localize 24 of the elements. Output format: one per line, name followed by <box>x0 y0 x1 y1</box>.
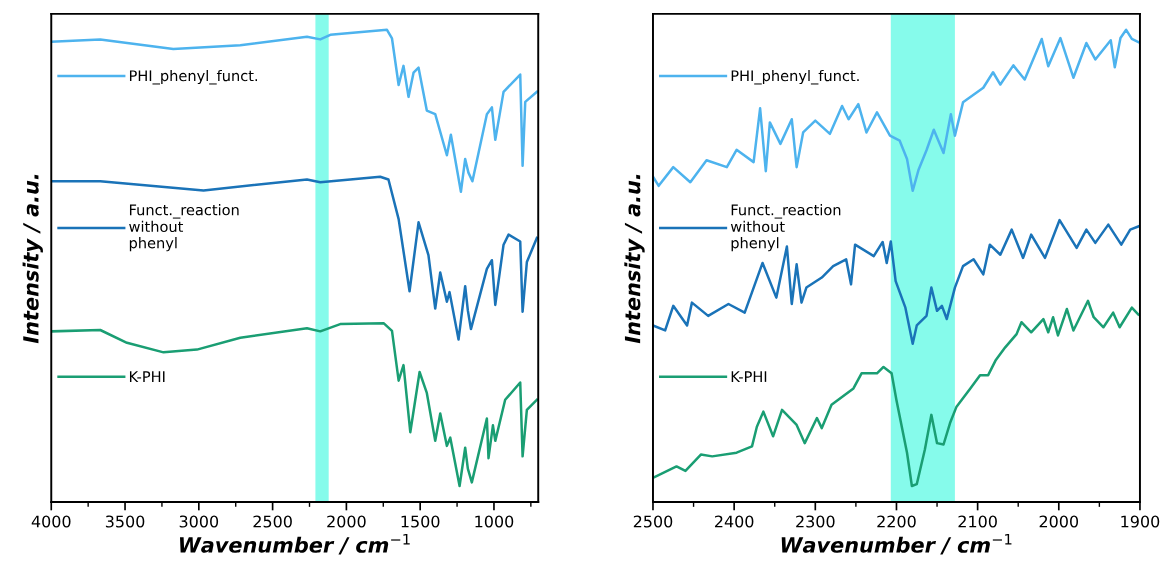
x-tick-label: 2000 <box>327 515 366 528</box>
x-tick-label: 1500 <box>401 515 440 528</box>
y-axis-title: Intensity / a.u. <box>624 174 645 344</box>
x-tick-label: 1000 <box>475 515 514 528</box>
x-tick-label: 2100 <box>958 515 997 528</box>
x-tick-label: 2500 <box>633 515 673 528</box>
x-tick-label: 2500 <box>253 515 292 528</box>
x-axis-title: Wavenumber / cm$^{−1}$ <box>781 533 1012 555</box>
x-tick-label: 2200 <box>877 515 916 528</box>
x-tick-label: 2300 <box>796 515 835 528</box>
y-axis-title: Intensity / a.u. <box>22 174 43 344</box>
legend-label: Funct._reaction without phenyl <box>730 204 841 252</box>
x-tick-label: 3500 <box>105 515 145 528</box>
x-axis-title: Wavenumber / cm$^{−1}$ <box>179 533 410 555</box>
legend-label: PHI_phenyl_funct. <box>129 69 258 85</box>
legend-label: Funct._reaction without phenyl <box>129 204 239 252</box>
x-tick-label: 4000 <box>31 515 71 528</box>
legend-label: PHI_phenyl_funct. <box>731 69 859 85</box>
x-tick-label: 3000 <box>179 515 219 528</box>
legend-label: K-PHI <box>731 371 767 382</box>
x-tick-label: 2400 <box>714 515 754 528</box>
x-tick-label: 1900 <box>1121 515 1160 528</box>
legend-label: K-PHI <box>129 371 165 382</box>
x-tick-label: 2000 <box>1039 515 1079 528</box>
